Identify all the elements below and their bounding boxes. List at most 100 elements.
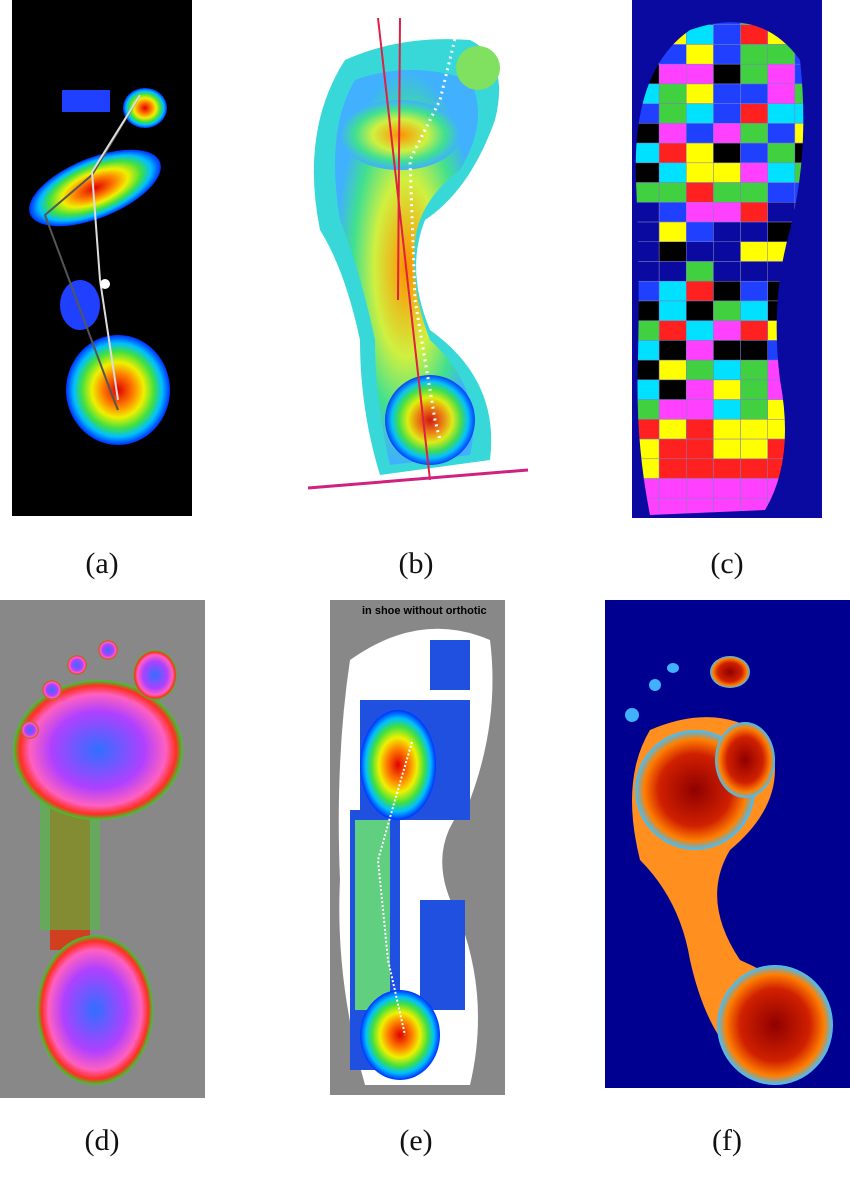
- grid-cell: [767, 63, 796, 85]
- grid-cell: [658, 419, 687, 440]
- grid-cell: [686, 478, 714, 499]
- grid-cell: [686, 241, 714, 262]
- grid-cell: [713, 221, 741, 243]
- grid-cell: [740, 399, 768, 420]
- panel-label: (c): [710, 547, 743, 580]
- grid-cell: [658, 359, 687, 381]
- grid-cell: [794, 123, 804, 144]
- grid-cell: [740, 261, 768, 282]
- grid-cell: [767, 202, 796, 223]
- grid-cell: [713, 24, 741, 45]
- grid-cell: [658, 142, 687, 164]
- pressure-map: [338, 628, 493, 1085]
- grid-cell: [686, 103, 714, 124]
- grid-cell: [740, 280, 768, 302]
- pressure-map: [13, 640, 183, 1085]
- grid-cell: [713, 103, 741, 124]
- grid-cell: [794, 63, 804, 85]
- grid-cell: [713, 162, 741, 183]
- grid-cell: [686, 438, 714, 460]
- grid-cell: [658, 458, 687, 479]
- grid-cell: [658, 300, 687, 321]
- grid-cell: [713, 399, 741, 420]
- grid-cell: [658, 63, 687, 85]
- grid-cell: [686, 300, 714, 321]
- grid-cell: [713, 261, 741, 282]
- grid-cell: [713, 320, 741, 341]
- grid-cell: [767, 142, 796, 164]
- grid-cell: [686, 379, 714, 400]
- grid-cell: [767, 83, 796, 104]
- grid-cell: [658, 221, 687, 243]
- grid-cell: [794, 142, 804, 164]
- grid-cell: [686, 142, 714, 164]
- panel-caption: in shoe without orthotic: [362, 605, 487, 617]
- grid-cell: [686, 419, 714, 440]
- panel-label: (b): [399, 547, 434, 580]
- grid-cell: [794, 162, 804, 183]
- panel-label: (f): [712, 1124, 742, 1157]
- grid-cell: [713, 280, 741, 302]
- grid-cell: [794, 103, 804, 124]
- grid-cell: [713, 478, 741, 499]
- grid-cell: [686, 63, 714, 85]
- grid-cell: [740, 123, 768, 144]
- grid-cell: [740, 300, 768, 321]
- panel-label: (a): [85, 547, 118, 580]
- grid-cell: [686, 458, 714, 479]
- grid-cell: [686, 202, 714, 223]
- grid-cell: [740, 419, 768, 440]
- grid-cell: [740, 103, 768, 124]
- grid-cell: [686, 340, 714, 361]
- panel-label: (e): [399, 1124, 432, 1157]
- grid-cell: [740, 359, 768, 381]
- grid-cell: [767, 103, 796, 124]
- grid-cell: [658, 241, 687, 262]
- grid-cell: [713, 142, 741, 164]
- panel-label: (d): [85, 1124, 120, 1157]
- grid-cell: [686, 359, 714, 381]
- grid-cell: [658, 399, 687, 420]
- grid-cell: [713, 300, 741, 321]
- grid-cell: [740, 142, 768, 164]
- grid-cell: [767, 162, 796, 183]
- grid-cell: [658, 123, 687, 144]
- grid-cell: [658, 83, 687, 104]
- grid-cell: [713, 182, 741, 203]
- grid-cell: [767, 123, 796, 144]
- grid-cell: [713, 458, 741, 479]
- grid-cell: [740, 478, 768, 499]
- grid-cell: [767, 182, 796, 203]
- grid-cell: [635, 162, 660, 183]
- grid-cell: [740, 83, 768, 104]
- grid-cell: [740, 458, 768, 479]
- grid-cell: [713, 241, 741, 262]
- grid-cell: [686, 123, 714, 144]
- grid-cell: [713, 83, 741, 104]
- grid-cell: [686, 221, 714, 243]
- grid-cell: [713, 340, 741, 361]
- grid-cell: [740, 379, 768, 400]
- grid-cell: [658, 320, 687, 341]
- grid-cell: [658, 478, 687, 499]
- grid-cell: [658, 280, 687, 302]
- grid-cell: [740, 44, 768, 65]
- grid-cell: [658, 103, 687, 124]
- grid-cell: [740, 320, 768, 341]
- grid-cell: [713, 379, 741, 400]
- grid-cell: [740, 340, 768, 361]
- grid-cell: [740, 202, 768, 223]
- grid-cell: [686, 399, 714, 420]
- grid-cell: [713, 123, 741, 144]
- grid-cell: [740, 241, 768, 262]
- grid-cell: [686, 280, 714, 302]
- grid-cell: [740, 221, 768, 243]
- grid-cell: [686, 320, 714, 341]
- grid-cell: [713, 359, 741, 381]
- pressure-map: [625, 656, 833, 1085]
- grid-cell: [713, 419, 741, 440]
- grid-cell: [686, 182, 714, 203]
- grid-cell: [740, 438, 768, 460]
- grid-cell: [658, 202, 687, 223]
